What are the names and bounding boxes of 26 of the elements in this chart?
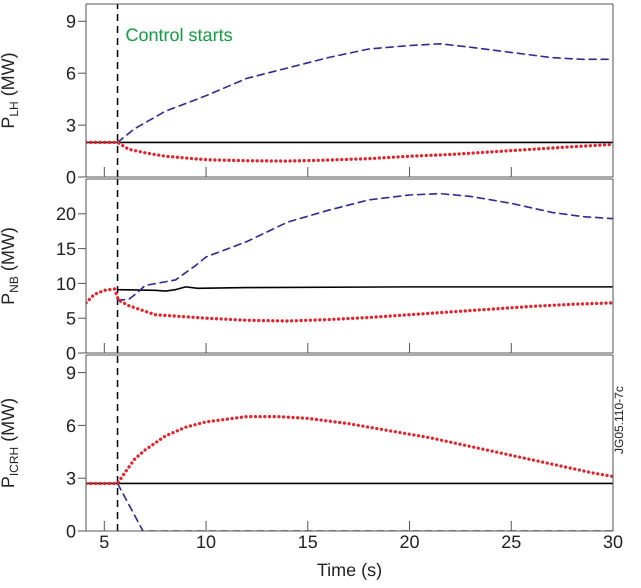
y-tick-label: 20 xyxy=(56,204,76,224)
y-tick-label: 0 xyxy=(66,343,76,364)
y-tick-label: 0 xyxy=(66,167,76,188)
y-tick-label: 6 xyxy=(66,416,76,436)
x-tick-label: 25 xyxy=(501,532,522,552)
y-tick-label: 5 xyxy=(66,308,76,329)
y-tick-label: 9 xyxy=(66,362,76,383)
x-axis-title: Time (s) xyxy=(316,560,382,580)
x-tick-label: 20 xyxy=(400,532,420,552)
y-tick-label: 6 xyxy=(66,64,76,84)
x-tick-label: 15 xyxy=(298,532,318,552)
line-series xyxy=(86,287,613,323)
y-tick-label: 9 xyxy=(66,12,76,32)
y-tick-label: 0 xyxy=(66,521,76,542)
y-tick-label: 15 xyxy=(56,238,76,259)
y-tick-label: 10 xyxy=(56,274,76,294)
line-series xyxy=(86,140,613,163)
line-series xyxy=(86,415,613,486)
x-tick-label: 5 xyxy=(99,532,110,552)
annotation: JG05.110-7c xyxy=(612,386,626,454)
ref-line-label: Control starts xyxy=(126,24,233,45)
y-tick-label: 3 xyxy=(66,468,76,489)
line-series xyxy=(116,192,613,301)
x-tick-label: 30 xyxy=(602,532,624,552)
x-tick-label: 10 xyxy=(196,532,216,552)
y-tick-label: 3 xyxy=(66,115,76,136)
